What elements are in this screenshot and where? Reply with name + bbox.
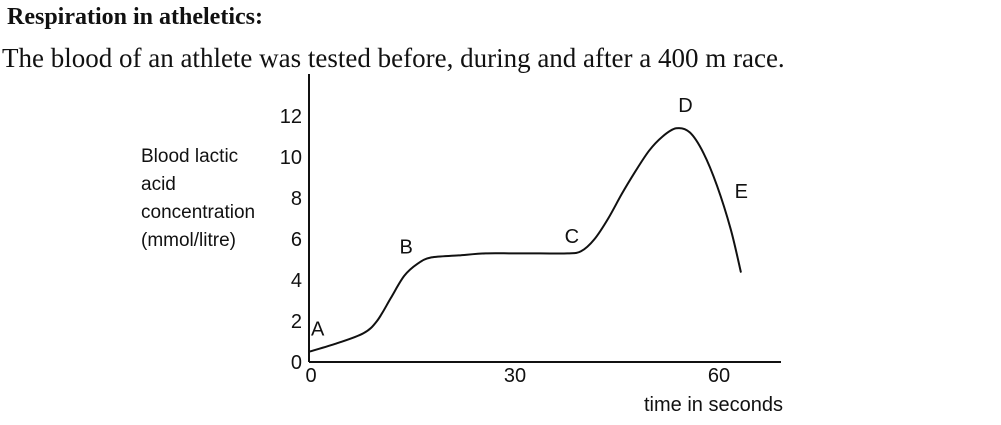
point-label-b: B — [399, 236, 412, 258]
y-axis-label: Blood lactic acid concentration (mmol/li… — [141, 143, 255, 255]
x-tick-labels: 0 30 60 — [305, 365, 730, 387]
point-label-e: E — [735, 181, 748, 203]
y-tick-label: 8 — [291, 188, 302, 210]
x-axis-label: time in seconds — [644, 394, 783, 416]
point-label-d: D — [678, 95, 692, 117]
y-axis-label-line: Blood lactic — [141, 146, 239, 167]
y-tick-label: 10 — [280, 147, 302, 169]
x-tick-label: 30 — [504, 365, 526, 387]
y-axis-label-line: acid — [141, 174, 176, 195]
x-tick-label: 0 — [305, 365, 316, 387]
x-tick-label: 60 — [708, 365, 730, 387]
intro-text: The blood of an athlete was tested befor… — [2, 43, 785, 73]
lactic-acid-curve — [308, 127, 742, 353]
point-label-a: A — [311, 318, 325, 340]
y-tick-labels: 0 2 4 6 8 10 12 — [280, 106, 302, 374]
point-labels: A B C D E — [311, 95, 748, 340]
y-tick-label: 4 — [291, 270, 302, 292]
y-tick-label: 2 — [291, 311, 302, 333]
y-tick-label: 6 — [291, 229, 302, 251]
y-axis-label-line: concentration — [141, 202, 256, 223]
point-label-c: C — [565, 226, 579, 248]
y-axis-label-line: (mmol/litre) — [141, 230, 236, 251]
y-tick-label: 0 — [291, 352, 302, 374]
y-tick-label: 12 — [280, 106, 302, 128]
page-heading: Respiration in atheletics: — [7, 4, 263, 30]
